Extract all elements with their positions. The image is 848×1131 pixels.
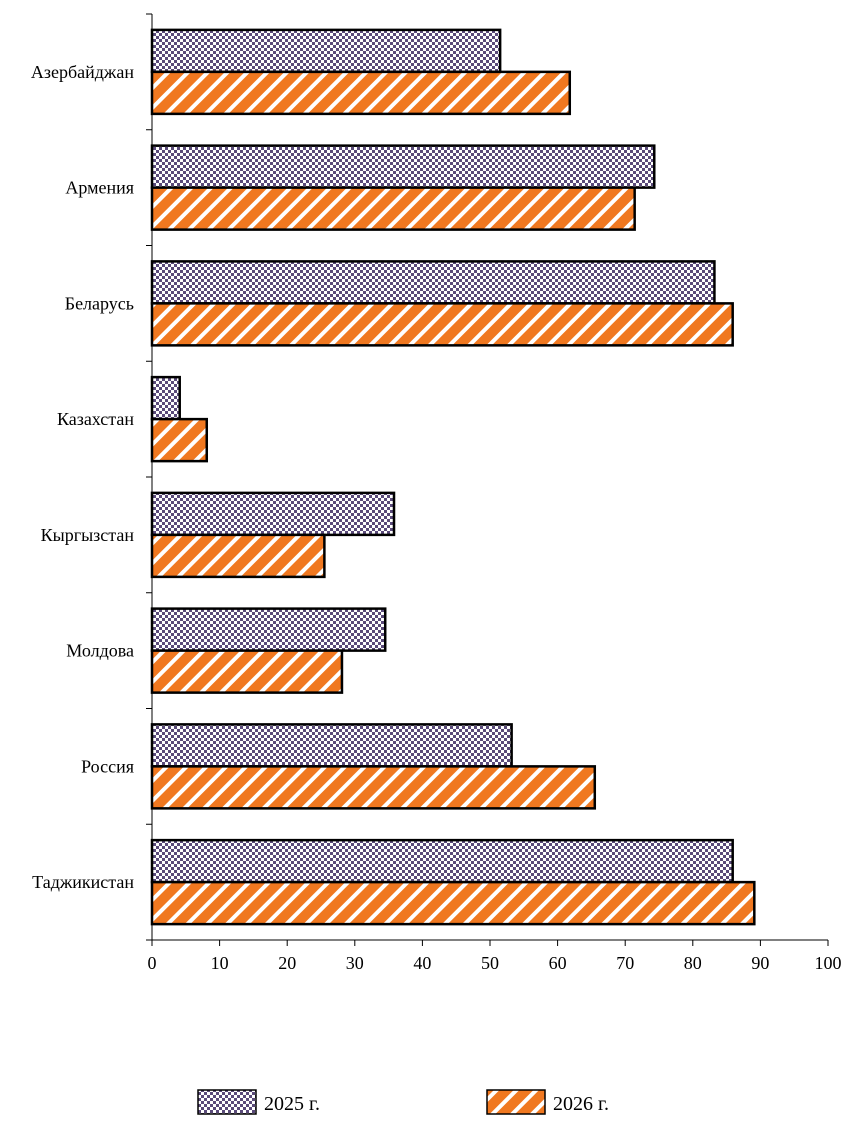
bar-series-2 bbox=[150, 649, 344, 694]
legend-label-1: 2025 г. bbox=[264, 1093, 320, 1115]
bar-series-2 bbox=[150, 70, 572, 116]
bar-series-2 bbox=[150, 186, 636, 231]
category-label: Молдова bbox=[66, 641, 134, 661]
x-tick-label: 20 bbox=[278, 953, 296, 973]
category-label: Россия bbox=[81, 756, 134, 776]
x-tick-label: 70 bbox=[616, 953, 634, 973]
x-tick-label: 90 bbox=[751, 953, 769, 973]
bar-series-1 bbox=[150, 723, 513, 768]
bar-series-2 bbox=[150, 880, 756, 926]
x-tick-label: 10 bbox=[211, 953, 229, 973]
bar-series-2 bbox=[150, 765, 597, 810]
bar-series-1 bbox=[150, 260, 716, 305]
bar-series-1 bbox=[150, 28, 502, 74]
x-tick-label: 40 bbox=[413, 953, 431, 973]
bar-series-1 bbox=[150, 491, 396, 537]
plot-area bbox=[150, 28, 756, 926]
x-tick-label: 100 bbox=[815, 953, 842, 973]
y-axis: Азербайджан Армения Беларусь Казахстан Кыргы… bbox=[31, 13, 153, 941]
bar-series-1 bbox=[150, 144, 656, 189]
legend: 2025 г. 2026 г. bbox=[197, 1089, 609, 1115]
bar-series-2 bbox=[150, 533, 326, 579]
x-tick-label: 30 bbox=[346, 953, 364, 973]
bar-series-1 bbox=[150, 375, 181, 421]
category-label: Кыргызстан bbox=[41, 525, 135, 545]
bar-series-1 bbox=[150, 838, 734, 884]
category-label: Беларусь bbox=[65, 293, 134, 313]
category-label: Армения bbox=[65, 178, 134, 198]
bar-series-2 bbox=[150, 417, 209, 463]
bar-series-2 bbox=[150, 302, 734, 347]
legend-label-2: 2026 г. bbox=[553, 1093, 609, 1115]
category-label: Казахстан bbox=[57, 409, 134, 429]
x-tick-label: 60 bbox=[549, 953, 567, 973]
category-label: Азербайджан bbox=[31, 62, 134, 82]
bar-series-1 bbox=[150, 607, 387, 652]
x-tick-label: 50 bbox=[481, 953, 499, 973]
x-axis: 0 10 20 30 40 50 60 70 80 90 100 bbox=[148, 939, 842, 973]
legend-swatch-2 bbox=[486, 1089, 546, 1115]
x-tick-label: 80 bbox=[684, 953, 702, 973]
legend-swatch-1 bbox=[197, 1089, 257, 1115]
x-tick-label: 0 bbox=[148, 953, 157, 973]
category-label: Таджикистан bbox=[32, 872, 134, 892]
